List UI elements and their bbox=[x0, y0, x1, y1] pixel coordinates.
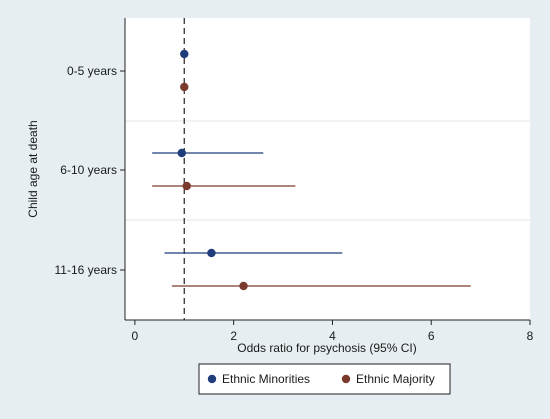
y-tick-label: 6-10 years bbox=[60, 163, 117, 177]
grid-lines bbox=[125, 120, 530, 221]
legend-marker bbox=[341, 374, 351, 384]
legend-box bbox=[198, 363, 451, 395]
point-estimate bbox=[239, 281, 248, 291]
legend-label: Ethnic Majority bbox=[356, 372, 435, 386]
point-estimate bbox=[177, 148, 186, 158]
legend-marker bbox=[207, 374, 217, 384]
point-estimate bbox=[207, 248, 216, 258]
point-estimate bbox=[180, 82, 189, 92]
legend-label: Ethnic Minorities bbox=[222, 372, 310, 386]
x-tick-label: 0 bbox=[132, 329, 139, 343]
y-axis-title: Child age at death bbox=[26, 120, 40, 217]
plot-area bbox=[125, 18, 530, 320]
point-estimate bbox=[182, 181, 191, 191]
legend: Ethnic Minorities Ethnic Majority bbox=[198, 363, 451, 395]
axes: 0 2 4 6 8 0-5 years 6-10 years 11-16 years bbox=[55, 18, 534, 343]
x-tick-label: 2 bbox=[230, 329, 237, 343]
x-tick-label: 6 bbox=[428, 329, 435, 343]
y-tick-label: 11-16 years bbox=[55, 263, 117, 277]
point-estimate bbox=[180, 49, 189, 59]
data-marks bbox=[152, 49, 471, 291]
x-axis-title: Odds ratio for psychosis (95% CI) bbox=[237, 341, 416, 355]
x-tick-label: 4 bbox=[329, 329, 336, 343]
y-tick-label: 0-5 years bbox=[67, 64, 117, 78]
x-tick-label: 8 bbox=[527, 329, 534, 343]
